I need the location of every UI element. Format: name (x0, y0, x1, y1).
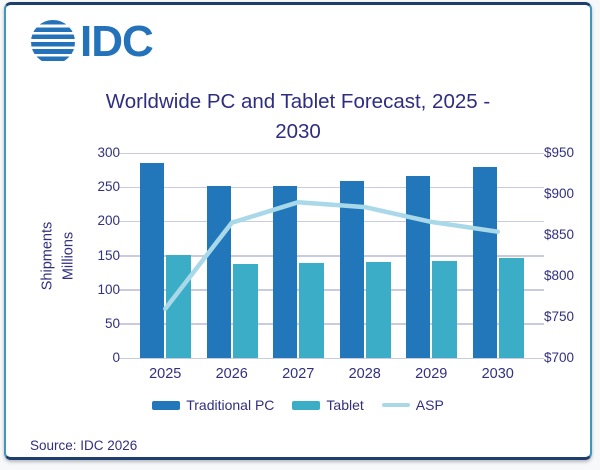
plot-area (119, 152, 544, 359)
legend-label: Traditional PC (186, 397, 275, 413)
idc-globe-icon (30, 19, 76, 65)
bar-tablet (365, 261, 391, 358)
gridline (119, 220, 544, 223)
y-axis-title-line1: Shipments (39, 221, 56, 290)
x-axis-label: 2026 (215, 366, 248, 382)
bar-tablet (299, 263, 325, 358)
gridline (119, 357, 544, 359)
bar-tablet (166, 254, 192, 358)
y-axis-tick-right: $750 (544, 309, 575, 324)
idc-logo-text: IDC (80, 17, 154, 66)
legend-item-asp: ASP (381, 397, 444, 413)
gridline (119, 186, 544, 189)
bar-tablet (232, 263, 258, 358)
idc-logo: IDC (30, 17, 154, 66)
y-axis-title-line2: Millions (60, 231, 77, 280)
x-axis-label: 2030 (481, 366, 514, 382)
chart-title: Worldwide PC and Tablet Forecast, 2025 -… (6, 87, 590, 147)
bar-traditional-pc (206, 185, 231, 358)
x-axis-label: 2025 (149, 366, 182, 382)
y-axis-tick-left: 100 (97, 281, 120, 297)
bar-traditional-pc (273, 186, 298, 358)
y-axis-tick-left: 250 (97, 179, 120, 195)
bar-traditional-pc (406, 175, 431, 358)
legend: Traditional PC Tablet ASP (6, 397, 590, 413)
x-axis-label: 2027 (282, 366, 315, 382)
x-axis-label: 2029 (415, 366, 448, 382)
gridline (119, 323, 544, 325)
y-axis-tick-left: 200 (97, 213, 120, 229)
y-axis-tick-right: $800 (544, 268, 575, 283)
source-note: Source: IDC 2026 (30, 438, 138, 453)
bar-traditional-pc (339, 181, 364, 358)
legend-item-traditional-pc: Traditional PC (152, 397, 274, 413)
y-axis-tick-left: 150 (97, 247, 120, 263)
x-axis-label: 2028 (348, 366, 381, 382)
legend-item-tablet: Tablet (292, 397, 364, 413)
legend-label: Tablet (326, 397, 364, 413)
y-axis-tick-right: $700 (544, 350, 575, 365)
chart-title-line2: 2030 (275, 120, 321, 143)
gridline (119, 152, 544, 154)
y-axis-tick-left: 50 (104, 315, 120, 331)
bar-tablet (432, 260, 458, 358)
asp-line (163, 199, 501, 312)
gridline (119, 255, 544, 257)
chart-title-line1: Worldwide PC and Tablet Forecast, 2025 - (105, 90, 491, 113)
y-axis-tick-right: $950 (544, 145, 575, 160)
chart-card: IDC Worldwide PC and Tablet Forecast, 20… (4, 2, 592, 460)
y-axis-tick-right: $850 (544, 227, 575, 242)
y-axis-tick-left: 0 (112, 350, 120, 365)
gridline (119, 289, 544, 291)
y-axis-title: Shipments Millions (34, 153, 82, 358)
y-axis-tick-right: $900 (544, 186, 575, 201)
legend-swatch-rect-icon (292, 400, 321, 410)
legend-swatch-line-icon (381, 403, 410, 407)
y-axis-tick-left: 300 (97, 145, 120, 160)
legend-swatch-rect-icon (152, 400, 181, 410)
bar-traditional-pc (140, 163, 165, 358)
bar-tablet (498, 257, 524, 358)
legend-label: ASP (415, 397, 444, 413)
bar-traditional-pc (472, 166, 497, 358)
